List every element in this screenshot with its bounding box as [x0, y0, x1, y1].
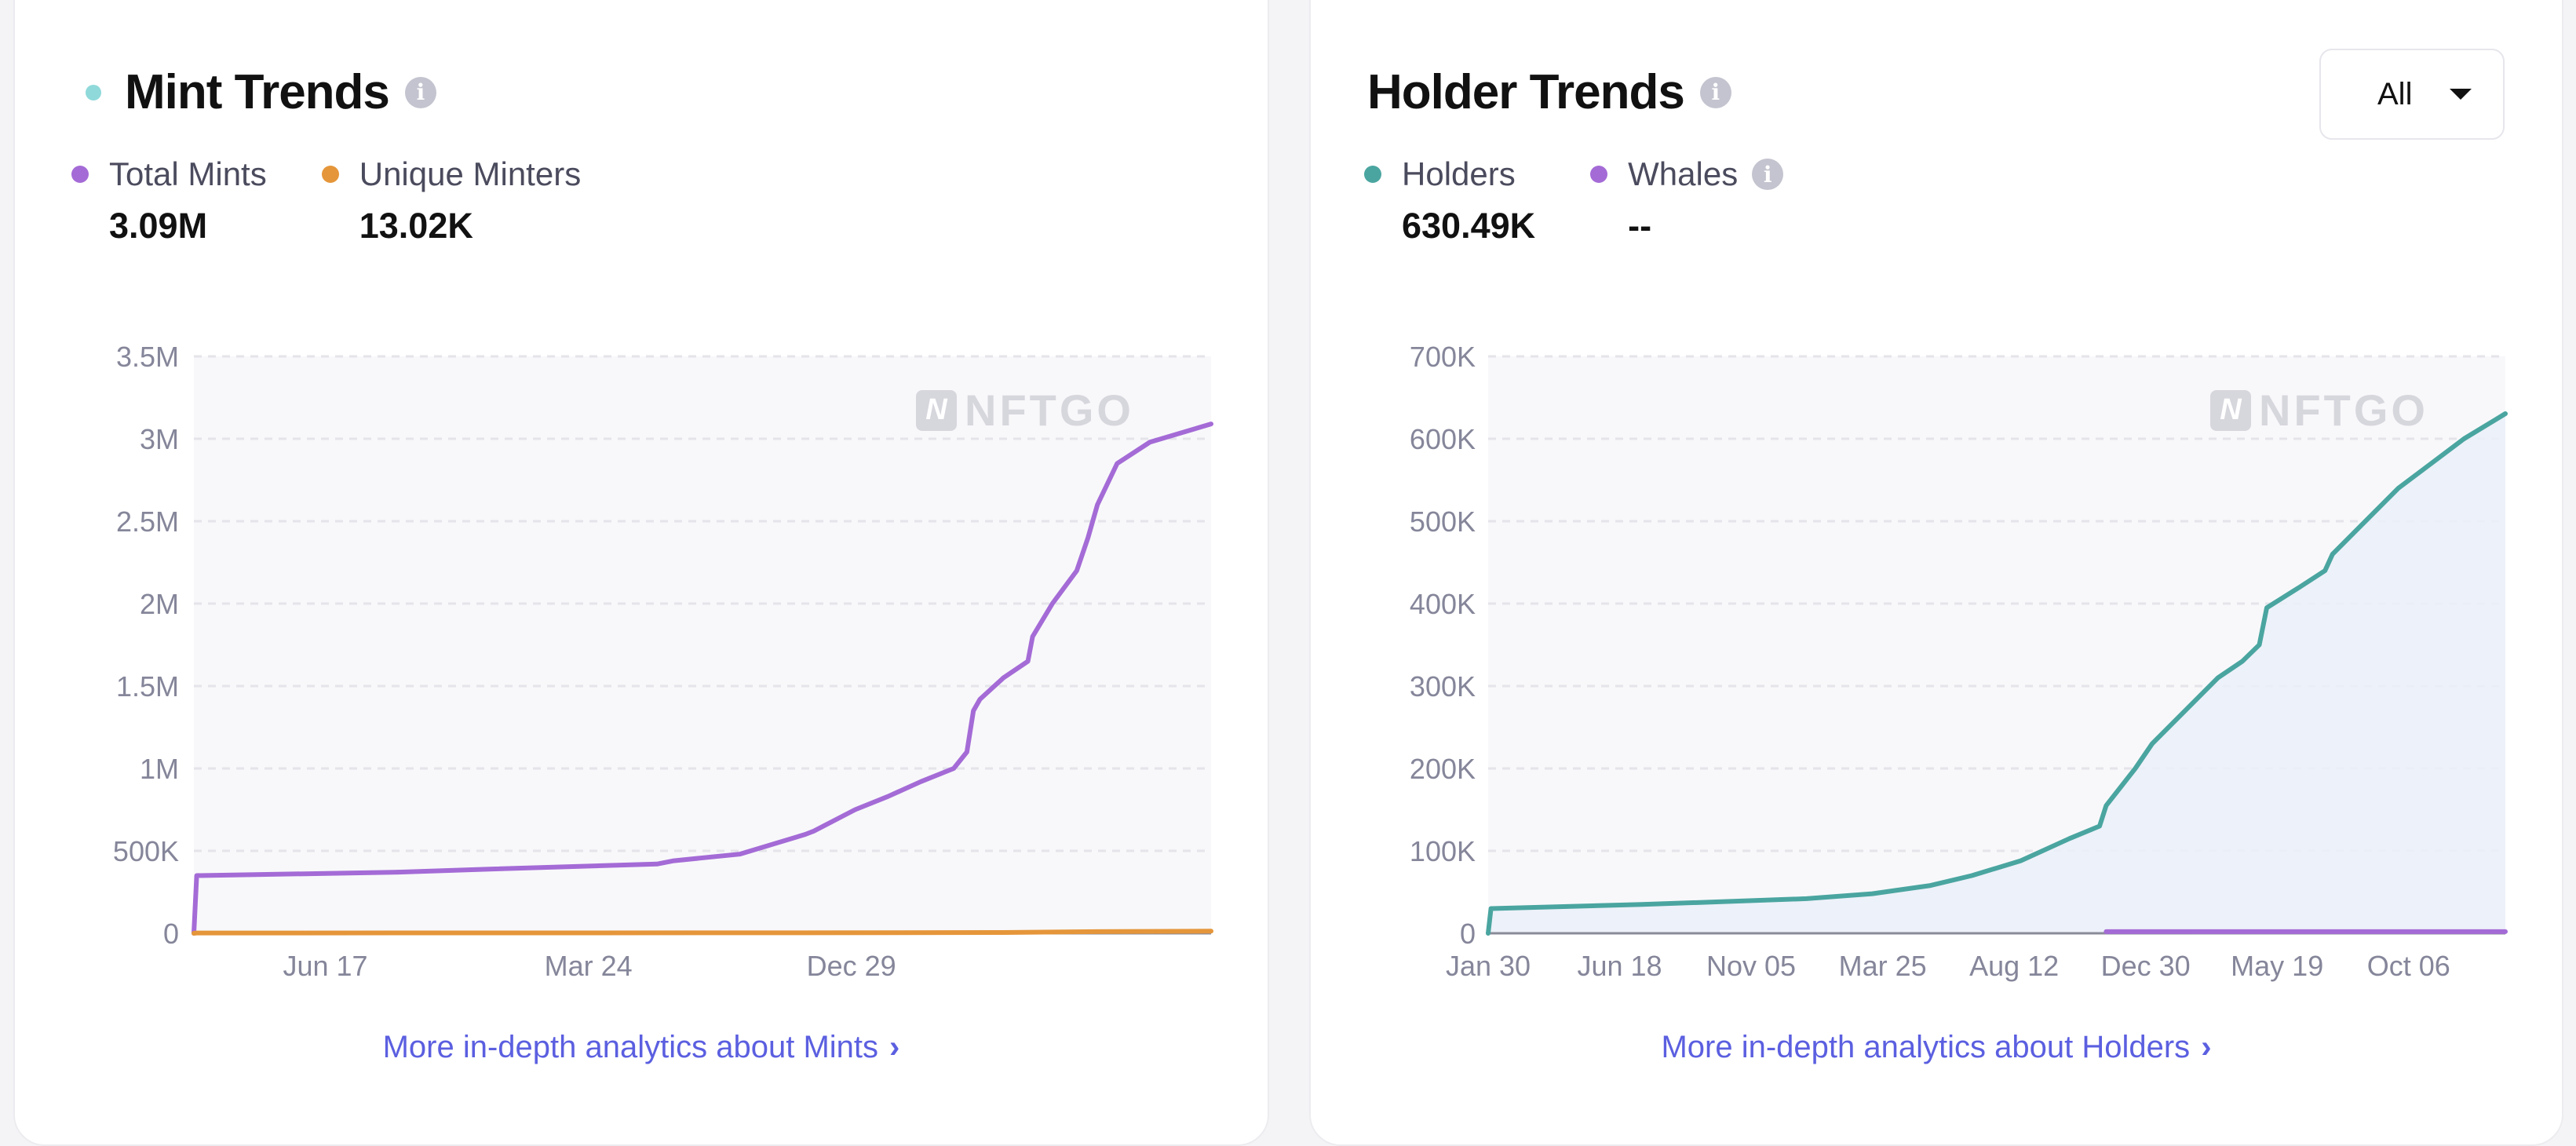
- total-mints-value: 3.09M: [109, 206, 208, 246]
- info-icon[interactable]: i: [1752, 159, 1784, 190]
- whales-value: --: [1628, 206, 1652, 246]
- link-text[interactable]: More in-depth analytics about Holders: [1661, 1030, 2191, 1064]
- nftgo-watermark: N NFTGO: [2210, 385, 2428, 436]
- legend-label: Whales: [1628, 155, 1739, 192]
- legend-label: Total Mints: [109, 155, 267, 192]
- mints-analytics-link[interactable]: More in-depth analytics about Mints ›: [15, 1030, 1268, 1065]
- info-icon[interactable]: i: [404, 76, 436, 108]
- legend-label: Holders: [1402, 155, 1516, 192]
- holders-value: 630.49K: [1402, 206, 1536, 246]
- total-mints-dot: [71, 166, 89, 183]
- holder-title-row: Holder Trends i: [1367, 64, 1731, 120]
- range-dropdown[interactable]: All: [2319, 49, 2505, 140]
- chevron-right-icon: ›: [889, 1030, 900, 1064]
- mint-plot-area: [194, 356, 1211, 933]
- holders-analytics-link[interactable]: More in-depth analytics about Holders ›: [1311, 1030, 2562, 1065]
- holder-legend: Holders 630.49K Whales i --: [1364, 151, 1838, 246]
- chevron-right-icon: ›: [2201, 1030, 2212, 1064]
- holder-trends-title: Holder Trends: [1367, 65, 1685, 119]
- holders-dot: [1364, 166, 1381, 183]
- mint-legend: Total Mints 3.09M Unique Minters 13.02K: [71, 151, 636, 246]
- watermark-text: NFTGO: [965, 385, 1134, 435]
- whales-dot: [1590, 166, 1608, 183]
- dropdown-value: All: [2377, 76, 2413, 111]
- watermark-text: NFTGO: [2259, 385, 2428, 435]
- legend-label: Unique Minters: [359, 155, 582, 192]
- unique-minters-dot: [321, 166, 339, 183]
- mint-title-row: Mint Trends i: [86, 64, 436, 120]
- mint-trends-title: Mint Trends: [125, 65, 390, 119]
- info-icon[interactable]: i: [1699, 76, 1731, 108]
- title-dot: [86, 84, 101, 100]
- unique-minters-value: 13.02K: [359, 206, 473, 246]
- caret-down-icon: [2450, 89, 2472, 100]
- legend-holders[interactable]: Holders 630.49K: [1364, 151, 1535, 246]
- legend-unique-minters[interactable]: Unique Minters 13.02K: [321, 151, 582, 246]
- link-text[interactable]: More in-depth analytics about Mints: [382, 1030, 879, 1064]
- nftgo-watermark: N NFTGO: [916, 385, 1134, 436]
- nftgo-logo-icon: N: [916, 389, 957, 431]
- holder-plot-area: [1488, 356, 2505, 933]
- nftgo-logo-icon: N: [2210, 389, 2251, 431]
- legend-total-mints[interactable]: Total Mints 3.09M: [71, 151, 267, 246]
- legend-whales[interactable]: Whales i --: [1590, 151, 1784, 246]
